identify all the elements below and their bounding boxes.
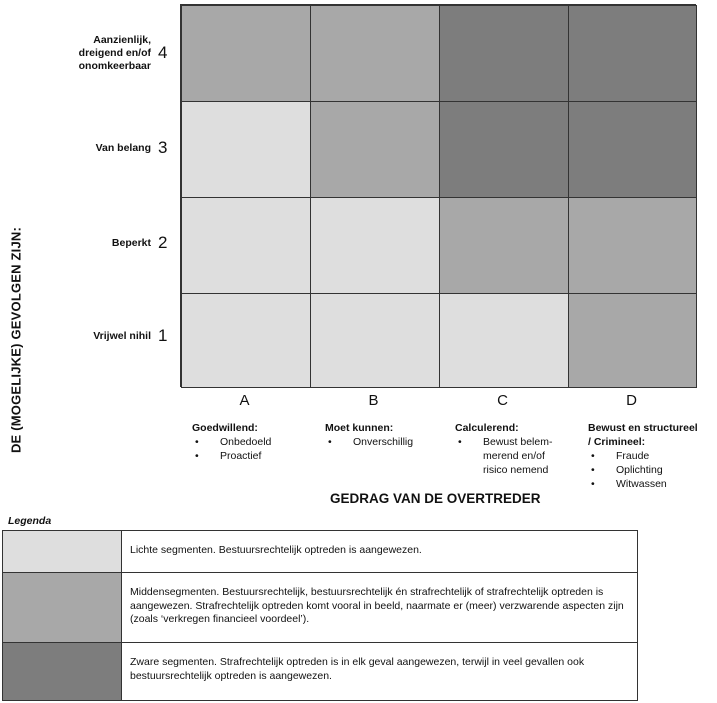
matrix-cell-b4 <box>310 5 440 102</box>
matrix-cell-c1 <box>439 293 569 388</box>
column-letter: C <box>497 392 508 409</box>
column-title: Bewust en structureel / Crimineel: <box>588 422 698 448</box>
matrix-cell-d2 <box>568 197 697 294</box>
row-number: 1 <box>158 326 168 345</box>
matrix-cell-a1 <box>181 293 311 388</box>
matrix-cell-c4 <box>439 5 569 102</box>
row-number: 4 <box>158 43 168 62</box>
column-bullet-item: Oplichting <box>588 463 698 477</box>
matrix-cell-d1 <box>568 293 697 388</box>
column-bullet-list: FraudeOplichtingWitwassen <box>588 449 698 491</box>
matrix-cell-c2 <box>439 197 569 294</box>
row-label: Aanzienlijk, dreigend en/of onomkeerbaar <box>78 33 151 72</box>
y-axis-title: DE (MOGELIJKE) GEVOLGEN ZIJN: <box>8 226 24 454</box>
row-number: 3 <box>158 138 168 157</box>
column-title: Goedwillend: <box>192 422 258 434</box>
legend-row-light: Lichte segmenten. Bestuursrechtelijk opt… <box>3 531 637 573</box>
legend-text: Zware segmenten. Strafrechtelijk optrede… <box>130 656 585 682</box>
legend-title: Legenda <box>8 515 52 527</box>
column-letter: D <box>626 392 637 409</box>
x-axis-title: GEDRAG VAN DE OVERTREDER <box>330 491 541 506</box>
column-bullet-item: Proactief <box>192 449 271 463</box>
legend-text: Lichte segmenten. Bestuursrechtelijk opt… <box>130 544 422 556</box>
column-description: Moet kunnen:Onverschillig <box>325 421 413 449</box>
legend-swatch <box>3 573 122 642</box>
column-title: Calculerend: <box>455 422 519 434</box>
row-number: 2 <box>158 233 168 252</box>
column-bullet-item: Onbedoeld <box>192 435 271 449</box>
row-label: Beperkt <box>111 236 151 249</box>
risk-matrix <box>180 4 697 388</box>
matrix-cell-d4 <box>568 5 697 102</box>
column-bullet-item: Witwassen <box>588 477 698 491</box>
legend-row-middle: Middensegmenten. Bestuursrechtelijk, bes… <box>3 573 637 643</box>
column-title: Moet kunnen: <box>325 422 394 434</box>
row-label: Van belang <box>95 141 151 154</box>
column-description: Goedwillend:OnbedoeldProactief <box>192 421 271 463</box>
matrix-cell-a3 <box>181 101 311 198</box>
legend-text: Middensegmenten. Bestuursrechtelijk, bes… <box>130 586 624 625</box>
column-description: Calculerend:Bewust belem-merend en/ofris… <box>455 421 552 477</box>
column-bullet-list: Onverschillig <box>325 435 413 449</box>
matrix-cell-b1 <box>310 293 440 388</box>
column-letter: A <box>239 392 250 409</box>
matrix-cell-b3 <box>310 101 440 198</box>
legend-swatch <box>3 531 122 572</box>
column-description: Bewust en structureel/ Crimineel:FraudeO… <box>588 421 698 491</box>
legend-swatch <box>3 643 122 700</box>
column-bullet-list: OnbedoeldProactief <box>192 435 271 463</box>
matrix-cell-a2 <box>181 197 311 294</box>
legend-row-heavy: Zware segmenten. Strafrechtelijk optrede… <box>3 643 637 700</box>
matrix-cell-a4 <box>181 5 311 102</box>
row-label: Vrijwel nihil <box>93 329 151 342</box>
column-bullet-item: Fraude <box>588 449 698 463</box>
legend-table: Lichte segmenten. Bestuursrechtelijk opt… <box>2 530 638 701</box>
matrix-cell-b2 <box>310 197 440 294</box>
matrix-cell-d3 <box>568 101 697 198</box>
matrix-cell-c3 <box>439 101 569 198</box>
column-bullet-item: Onverschillig <box>325 435 413 449</box>
column-letter: B <box>368 392 379 409</box>
